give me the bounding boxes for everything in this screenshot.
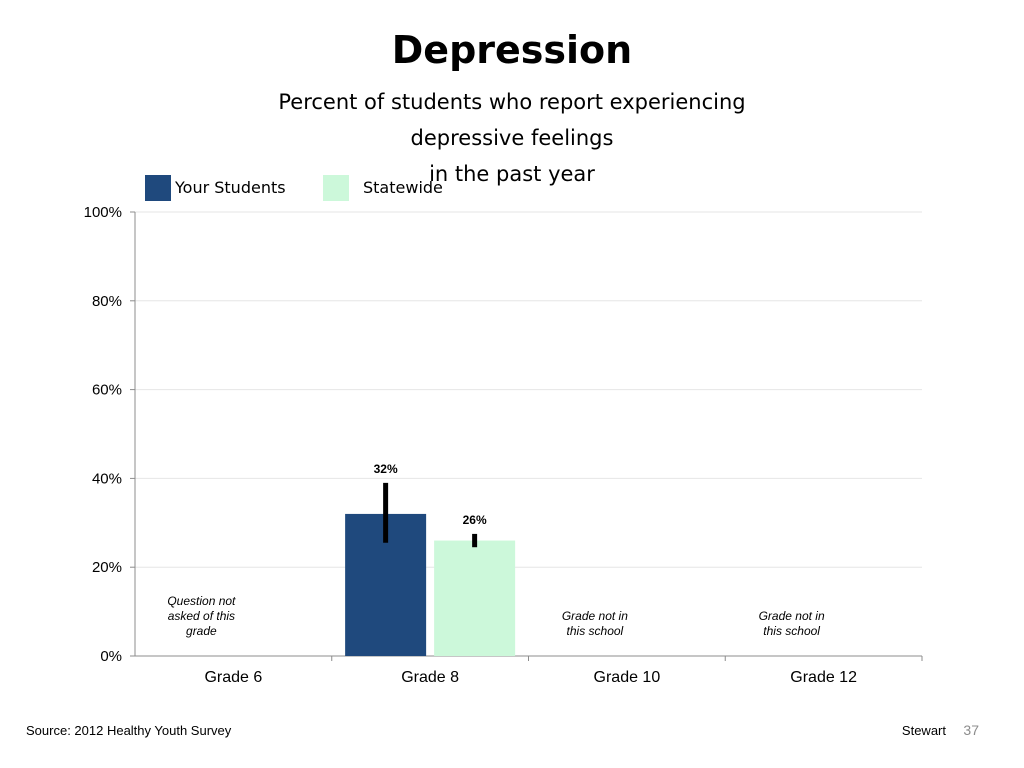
x-tick-label: Grade 6 (204, 669, 262, 686)
x-tick-label: Grade 10 (594, 669, 661, 686)
chart-title: Depression (391, 28, 633, 72)
x-tick-label: Grade 12 (790, 669, 857, 686)
y-tick-label: 80% (92, 293, 122, 310)
category-note: asked of this (168, 609, 235, 623)
chart-subtitle: Percent of students who report experienc… (262, 84, 762, 192)
y-tick-label: 60% (92, 382, 122, 399)
legend-label-your-students: Your Students (175, 178, 286, 197)
subtitle-line-1: Percent of students who report experienc… (278, 90, 746, 150)
author-name: Stewart (901, 723, 946, 738)
y-tick-label: 100% (84, 204, 122, 221)
legend-label-statewide: Statewide (363, 178, 443, 197)
category-note: this school (567, 624, 624, 638)
category-note: Grade not in (759, 609, 825, 623)
bar (434, 540, 516, 656)
legend-swatch-statewide (323, 175, 349, 201)
y-tick-label: 20% (92, 559, 122, 576)
data-label: 32% (374, 462, 398, 476)
x-tick-label: Grade 8 (401, 669, 459, 686)
page-number: 37 (963, 722, 979, 738)
y-tick-label: 40% (92, 470, 122, 487)
category-note: Grade not in (562, 609, 628, 623)
category-note: Question not (167, 594, 236, 608)
category-note: grade (186, 624, 217, 638)
legend-swatch-your-students (145, 175, 171, 201)
subtitle-line-2: in the past year (429, 162, 595, 186)
source-note: Source: 2012 Healthy Youth Survey (26, 723, 232, 738)
category-note: this school (763, 624, 820, 638)
y-tick-label: 0% (100, 648, 122, 665)
data-label: 26% (463, 513, 487, 527)
